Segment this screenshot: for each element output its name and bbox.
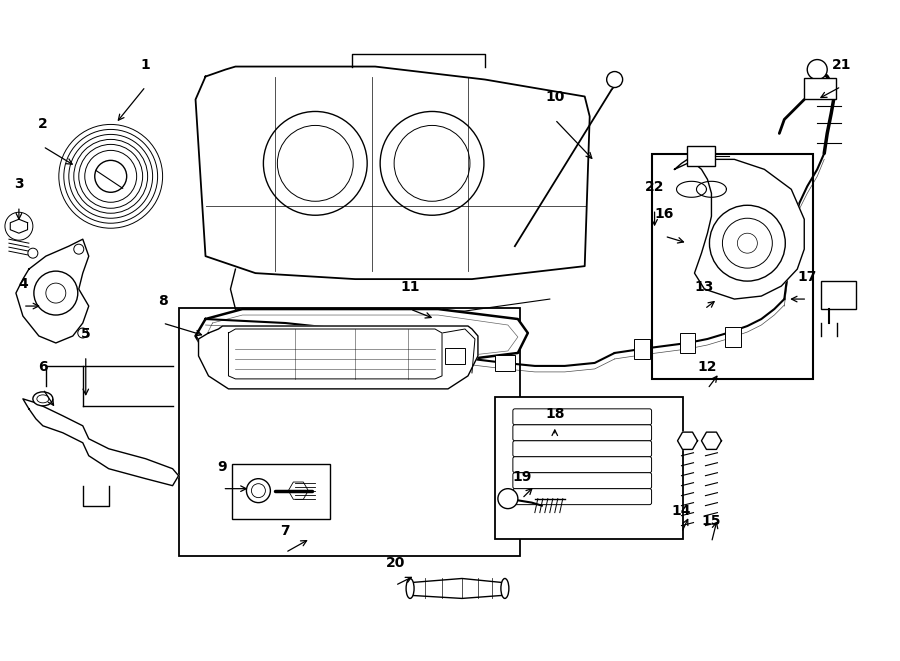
Circle shape bbox=[94, 161, 127, 192]
Circle shape bbox=[34, 271, 77, 315]
Text: 20: 20 bbox=[385, 557, 405, 570]
Text: 17: 17 bbox=[797, 270, 817, 284]
FancyBboxPatch shape bbox=[513, 488, 652, 504]
FancyBboxPatch shape bbox=[513, 409, 652, 425]
Ellipse shape bbox=[37, 395, 49, 403]
Text: 3: 3 bbox=[14, 177, 23, 191]
Polygon shape bbox=[22, 399, 178, 486]
Circle shape bbox=[380, 112, 484, 215]
Bar bbox=[725, 327, 742, 347]
Text: 21: 21 bbox=[832, 58, 850, 71]
Circle shape bbox=[68, 134, 153, 218]
Circle shape bbox=[394, 126, 470, 201]
Circle shape bbox=[58, 124, 163, 228]
Text: 11: 11 bbox=[400, 280, 419, 294]
Bar bbox=[821, 281, 856, 309]
Polygon shape bbox=[199, 326, 478, 389]
Circle shape bbox=[737, 233, 758, 253]
Text: 5: 5 bbox=[81, 327, 91, 341]
Circle shape bbox=[723, 218, 772, 268]
Text: 15: 15 bbox=[702, 514, 721, 527]
Circle shape bbox=[251, 484, 266, 498]
Text: 1: 1 bbox=[140, 58, 150, 71]
Text: 14: 14 bbox=[671, 504, 691, 518]
Bar bbox=[445, 348, 465, 364]
Text: 9: 9 bbox=[218, 459, 228, 474]
FancyBboxPatch shape bbox=[513, 441, 652, 457]
Text: 4: 4 bbox=[18, 277, 28, 291]
Circle shape bbox=[607, 71, 623, 87]
Text: 16: 16 bbox=[655, 208, 674, 221]
Polygon shape bbox=[674, 159, 805, 299]
Bar bbox=[178, 308, 520, 555]
Bar bbox=[805, 77, 836, 100]
Bar bbox=[232, 464, 330, 519]
Bar bbox=[652, 155, 814, 379]
Text: 22: 22 bbox=[644, 180, 664, 194]
Text: 6: 6 bbox=[38, 360, 48, 374]
Polygon shape bbox=[701, 432, 722, 449]
Circle shape bbox=[807, 59, 827, 79]
Circle shape bbox=[28, 248, 38, 258]
Text: 12: 12 bbox=[698, 360, 717, 374]
Polygon shape bbox=[229, 329, 442, 379]
FancyBboxPatch shape bbox=[513, 473, 652, 488]
Circle shape bbox=[709, 206, 786, 281]
Circle shape bbox=[277, 126, 353, 201]
Circle shape bbox=[74, 139, 148, 214]
Text: 7: 7 bbox=[281, 524, 290, 537]
FancyBboxPatch shape bbox=[513, 457, 652, 473]
Circle shape bbox=[498, 488, 518, 508]
Bar bbox=[495, 397, 682, 539]
Ellipse shape bbox=[33, 392, 53, 406]
Text: 19: 19 bbox=[512, 470, 532, 484]
Polygon shape bbox=[10, 219, 28, 233]
Bar bbox=[495, 355, 515, 371]
Bar bbox=[688, 146, 716, 167]
Circle shape bbox=[4, 212, 33, 240]
Text: 13: 13 bbox=[695, 280, 715, 294]
Circle shape bbox=[247, 479, 270, 502]
Text: 8: 8 bbox=[158, 294, 167, 308]
Text: 10: 10 bbox=[545, 91, 564, 104]
Polygon shape bbox=[16, 239, 89, 343]
Circle shape bbox=[64, 130, 158, 223]
Ellipse shape bbox=[501, 578, 508, 598]
Polygon shape bbox=[195, 309, 527, 363]
Bar bbox=[680, 333, 696, 353]
Polygon shape bbox=[678, 432, 698, 449]
Circle shape bbox=[79, 144, 142, 208]
Ellipse shape bbox=[406, 578, 414, 598]
Polygon shape bbox=[408, 578, 508, 598]
Circle shape bbox=[85, 151, 137, 202]
Circle shape bbox=[74, 244, 84, 254]
Bar bbox=[634, 339, 650, 359]
Text: 2: 2 bbox=[38, 118, 48, 132]
FancyBboxPatch shape bbox=[513, 425, 652, 441]
Circle shape bbox=[77, 328, 88, 338]
Circle shape bbox=[46, 283, 66, 303]
Polygon shape bbox=[195, 67, 590, 279]
Circle shape bbox=[264, 112, 367, 215]
Text: 18: 18 bbox=[545, 407, 564, 421]
